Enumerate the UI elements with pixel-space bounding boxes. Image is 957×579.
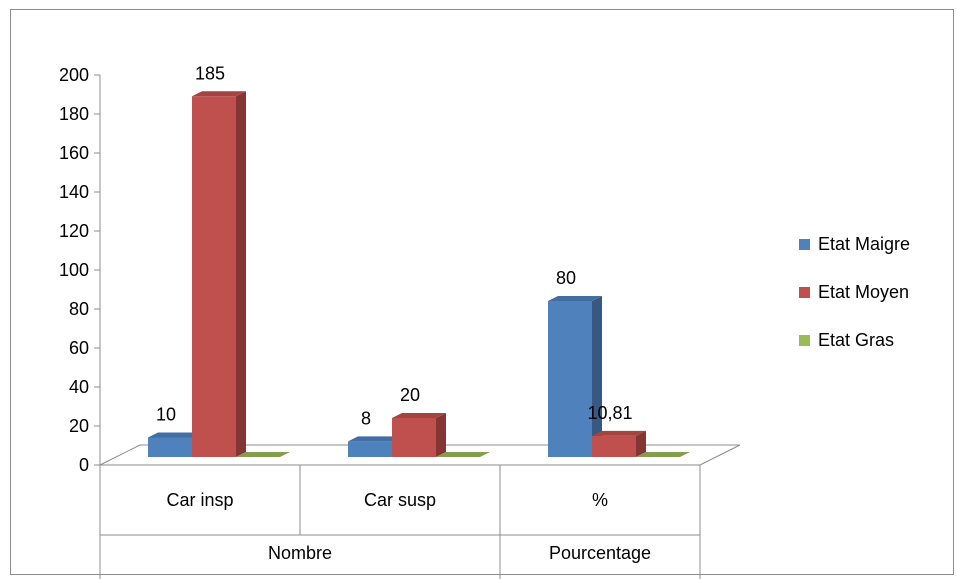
category-group-label: Nombre xyxy=(268,543,332,563)
bar-top xyxy=(436,452,490,457)
y-tick-label: 20 xyxy=(69,416,89,436)
bar-top xyxy=(148,432,202,438)
category-group-label: Pourcentage xyxy=(549,543,651,563)
data-labels: 10 185 8 20 80 10,81 xyxy=(156,63,633,428)
category-label: Car susp xyxy=(364,490,436,510)
bar-side xyxy=(436,413,446,457)
legend-label: Etat Maigre xyxy=(818,234,910,254)
legend-label: Etat Gras xyxy=(818,330,894,350)
y-tick-label: 160 xyxy=(59,143,89,163)
chart-frame xyxy=(10,9,954,575)
bar-top xyxy=(348,436,402,442)
y-tick-label: 120 xyxy=(59,221,89,241)
bar-front xyxy=(392,418,436,457)
bar-front xyxy=(192,96,236,457)
bar-top xyxy=(392,413,446,418)
bar-top xyxy=(192,91,246,97)
bar-front xyxy=(548,301,592,457)
bar-front xyxy=(592,435,636,457)
data-label: 185 xyxy=(195,63,225,83)
bar-side xyxy=(236,91,246,457)
bar-etat-moyen-0 xyxy=(192,91,246,457)
y-tick-label: 60 xyxy=(69,338,89,358)
bar-etat-gras-1 xyxy=(436,452,490,458)
y-tick-label: 140 xyxy=(59,182,89,202)
legend-item: Etat Moyen xyxy=(799,282,909,302)
y-tick-label: 40 xyxy=(69,377,89,397)
y-tick-label: 100 xyxy=(59,260,89,280)
category-axis: Car insp Car susp % Nombre Pourcentage xyxy=(99,465,701,579)
bar-top xyxy=(592,430,646,436)
bar-top xyxy=(548,296,602,301)
legend-swatch xyxy=(799,287,810,298)
bar-etat-gras-2 xyxy=(636,452,690,458)
bar-etat-maigre-2 xyxy=(548,296,602,457)
y-tick-label: 180 xyxy=(59,104,89,124)
bar-etat-gras-0 xyxy=(236,452,290,458)
data-label: 10,81 xyxy=(587,403,632,423)
data-label: 10 xyxy=(156,405,176,425)
y-tick-label: 80 xyxy=(69,299,89,319)
bar-front xyxy=(148,437,192,457)
bar-front xyxy=(348,441,392,457)
legend-swatch xyxy=(799,335,810,346)
legend-item: Etat Maigre xyxy=(799,234,910,254)
y-tick-label: 0 xyxy=(79,455,89,475)
bar-etat-moyen-2 xyxy=(592,430,646,457)
legend: Etat Maigre Etat Moyen Etat Gras xyxy=(799,234,910,350)
legend-label: Etat Moyen xyxy=(818,282,909,302)
bar-side xyxy=(636,430,646,457)
legend-swatch xyxy=(799,239,810,250)
data-label: 20 xyxy=(400,385,420,405)
data-label: 8 xyxy=(361,408,371,428)
legend-item: Etat Gras xyxy=(799,330,894,350)
y-tick-label: 200 xyxy=(59,65,89,85)
bar-side xyxy=(592,296,602,457)
data-label: 80 xyxy=(556,268,576,288)
bar-top xyxy=(636,452,690,457)
axes: 0 20 40 60 80 100 120 140 160 180 200 xyxy=(59,65,101,475)
category-label: Car insp xyxy=(166,490,233,510)
bar-top xyxy=(236,452,290,457)
bars xyxy=(148,91,690,458)
bar-etat-moyen-1 xyxy=(392,413,446,457)
category-label: % xyxy=(592,490,608,510)
